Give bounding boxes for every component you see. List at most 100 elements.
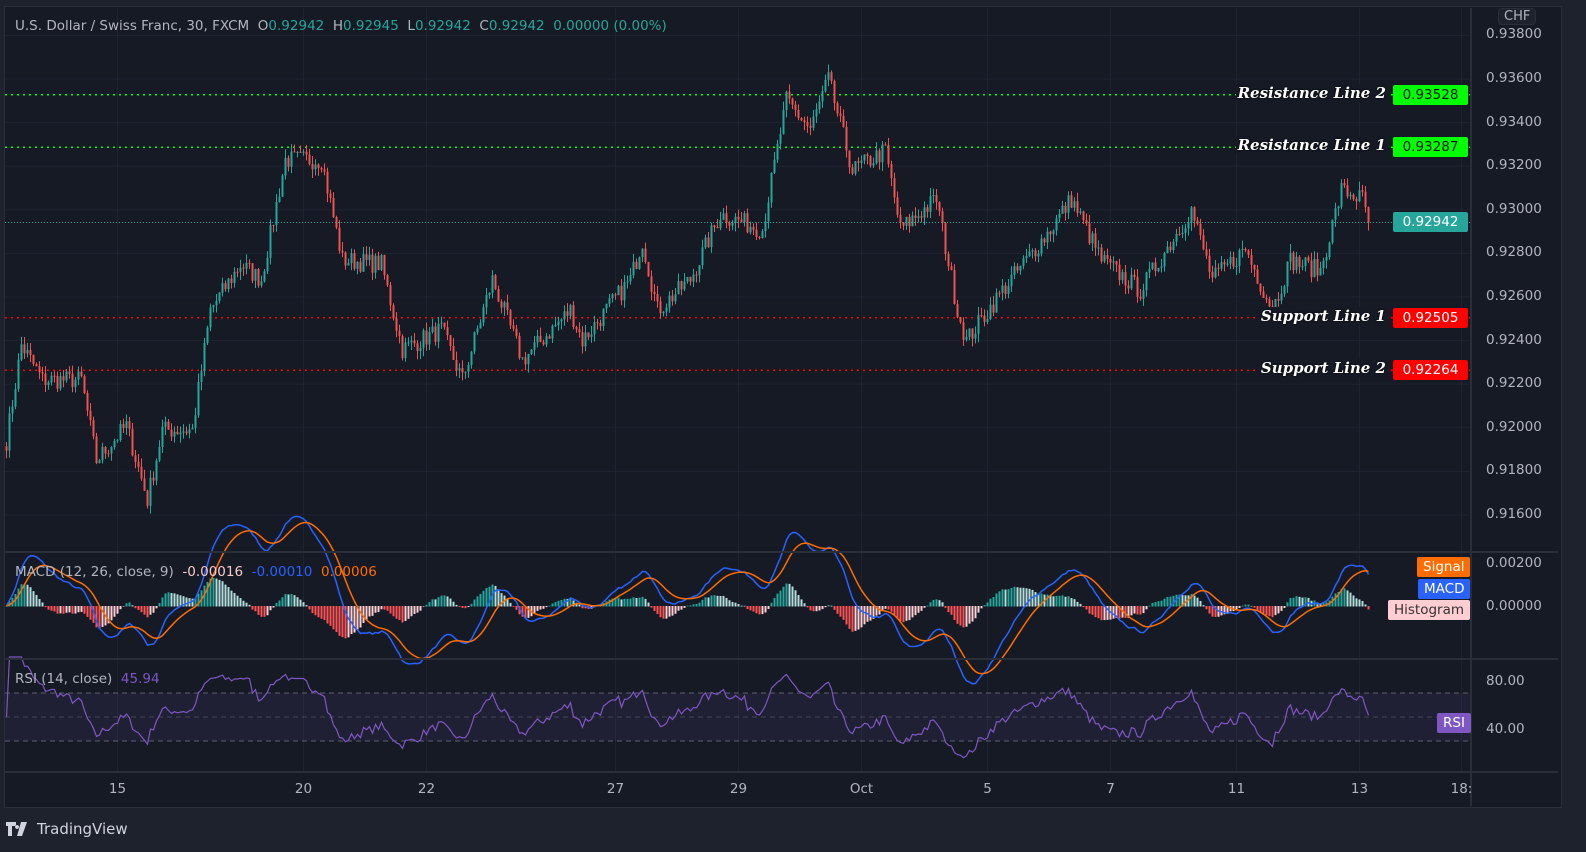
candle-body bbox=[1178, 233, 1181, 235]
macd-histogram-bar bbox=[1154, 602, 1157, 607]
macd-histogram-bar bbox=[437, 597, 440, 607]
macd-histogram-bar bbox=[1184, 595, 1187, 607]
macd-histogram-bar bbox=[515, 606, 518, 610]
candle-body bbox=[521, 357, 524, 359]
macd-histogram-bar bbox=[815, 606, 818, 612]
macd-histogram-bar bbox=[659, 606, 662, 618]
macd-histogram-bar bbox=[371, 606, 374, 616]
candle-body bbox=[167, 421, 170, 430]
candle-body bbox=[1187, 222, 1190, 229]
macd-histogram-bar bbox=[338, 606, 341, 636]
candle-body bbox=[155, 460, 158, 481]
macd-histogram-bar bbox=[299, 599, 302, 607]
candle-body bbox=[992, 304, 995, 313]
candle-body bbox=[416, 343, 419, 351]
candle-body bbox=[101, 446, 104, 461]
macd-histogram-bar bbox=[422, 606, 425, 607]
horizontal-line-price-tag: 0.93287 bbox=[1393, 137, 1468, 158]
candle-body bbox=[755, 229, 758, 237]
low-value: 0.92942 bbox=[414, 18, 471, 34]
candle-body bbox=[1310, 260, 1313, 278]
macd-histogram-bar bbox=[218, 579, 221, 607]
macd-histogram-bar bbox=[1244, 604, 1247, 607]
macd-histogram-bar bbox=[611, 598, 614, 607]
candle-body bbox=[89, 410, 92, 421]
macd-histogram-bar bbox=[875, 606, 878, 616]
candle-body bbox=[452, 345, 455, 360]
macd-histogram-bar bbox=[1133, 606, 1136, 614]
price-tick: 0.92200 bbox=[1486, 375, 1542, 392]
macd-histogram-bar bbox=[155, 606, 158, 609]
candle-body bbox=[575, 327, 578, 330]
macd-histogram-bar bbox=[770, 602, 773, 607]
macd-histogram-bar bbox=[584, 606, 587, 609]
candle-body bbox=[746, 213, 749, 233]
candle-body bbox=[596, 322, 599, 324]
macd-histogram-bar bbox=[521, 606, 524, 617]
horizontal-line-label[interactable]: Support Line 1 bbox=[1258, 306, 1388, 325]
candle-body bbox=[23, 344, 26, 354]
price-tick: 0.93600 bbox=[1486, 70, 1542, 86]
macd-histogram-bar bbox=[926, 605, 929, 607]
tradingview-logo[interactable]: TradingView bbox=[6, 820, 128, 838]
candle-body bbox=[788, 91, 791, 99]
macd-histogram-bar bbox=[1016, 587, 1019, 607]
macd-histogram-bar bbox=[800, 599, 803, 607]
candle-body bbox=[1019, 265, 1022, 271]
macd-histogram-bar bbox=[1253, 606, 1256, 608]
candle-body bbox=[830, 72, 833, 81]
candle-body bbox=[1142, 290, 1145, 299]
macd-histogram-bar bbox=[1142, 606, 1145, 614]
macd-histogram-bar bbox=[566, 598, 569, 607]
horizontal-line-label[interactable]: Support Line 2 bbox=[1258, 359, 1388, 378]
candle-body bbox=[1034, 250, 1037, 257]
candle-body bbox=[1349, 194, 1352, 197]
candle-body bbox=[206, 327, 209, 343]
candle-body bbox=[431, 326, 434, 333]
macd-histogram-bar bbox=[836, 606, 839, 614]
candle-body bbox=[650, 276, 653, 292]
macd-histogram-bar bbox=[47, 606, 50, 610]
macd-histogram-bar bbox=[794, 590, 797, 607]
candle-body bbox=[1100, 247, 1103, 262]
candle-body bbox=[884, 144, 887, 146]
candle-body bbox=[173, 431, 176, 437]
candle-body bbox=[605, 303, 608, 309]
macd-histogram-bar bbox=[389, 606, 392, 614]
macd-histogram-bar bbox=[623, 598, 626, 607]
macd-histogram-bar bbox=[350, 606, 353, 635]
currency-button[interactable]: CHF bbox=[1498, 8, 1537, 25]
macd-histogram-bar bbox=[551, 603, 554, 607]
candle-body bbox=[1190, 207, 1193, 223]
candle-body bbox=[332, 197, 335, 218]
candle-body bbox=[26, 349, 29, 354]
candle-body bbox=[815, 109, 818, 117]
candle-body bbox=[125, 421, 128, 428]
macd-histogram-bar bbox=[80, 606, 83, 612]
candle-body bbox=[1055, 218, 1058, 231]
candle-body bbox=[653, 291, 656, 295]
candle-body bbox=[359, 261, 362, 272]
macd-histogram-bar bbox=[977, 606, 980, 613]
macd-histogram-bar bbox=[902, 606, 905, 623]
candle-body bbox=[986, 318, 989, 322]
macd-histogram-bar bbox=[1340, 588, 1343, 607]
macd-histogram-bar bbox=[455, 604, 458, 607]
candle-body bbox=[113, 440, 116, 448]
macd-histogram-bar bbox=[65, 606, 68, 613]
horizontal-line-label[interactable]: Resistance Line 1 bbox=[1235, 136, 1388, 155]
candle-body bbox=[221, 283, 224, 293]
candle-body bbox=[11, 406, 14, 414]
candle-body bbox=[1061, 205, 1064, 214]
candle-body bbox=[59, 376, 62, 389]
candle-body bbox=[41, 372, 44, 374]
horizontal-line-label[interactable]: Resistance Line 2 bbox=[1235, 83, 1388, 102]
candle-body bbox=[311, 164, 314, 170]
macd-histogram-bar bbox=[356, 606, 359, 630]
macd-histogram-bar bbox=[428, 601, 431, 607]
macd-axis-tick: 0.00000 bbox=[1486, 598, 1542, 614]
candle-body bbox=[569, 305, 572, 316]
candle-body bbox=[215, 300, 218, 306]
candle-body bbox=[149, 477, 152, 506]
